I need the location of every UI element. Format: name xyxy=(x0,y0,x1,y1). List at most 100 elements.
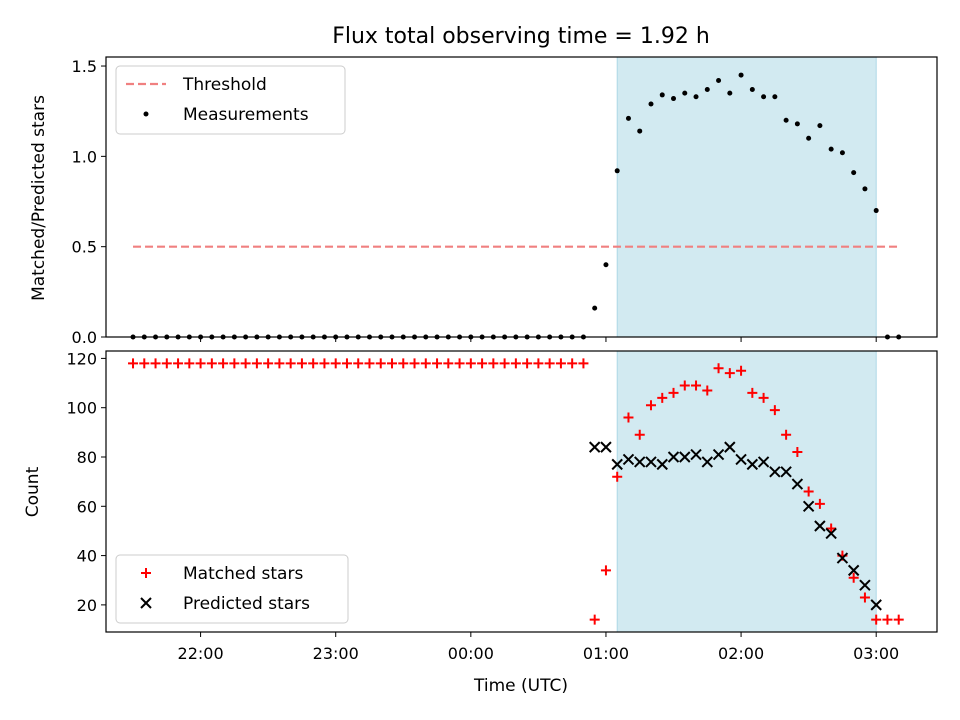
matched-star-point xyxy=(195,358,206,369)
data-point xyxy=(592,305,598,311)
matched-star-point xyxy=(668,387,679,398)
matched-star-point xyxy=(409,358,420,369)
matched-star-point xyxy=(330,358,341,369)
legend-box xyxy=(115,554,349,624)
legend-measurements-swatch xyxy=(143,111,149,117)
data-point xyxy=(794,121,800,127)
matched-star-point xyxy=(432,358,443,369)
matched-star-point xyxy=(736,365,747,376)
x-tick-label: 22:00 xyxy=(178,644,224,663)
matched-star-point xyxy=(758,392,769,403)
data-point xyxy=(817,123,823,129)
y-tick-label: 120 xyxy=(66,349,97,368)
matched-star-point xyxy=(555,358,566,369)
predicted-star-point xyxy=(679,451,691,463)
data-point xyxy=(862,186,868,192)
matched-star-point xyxy=(769,405,780,416)
predicted-star-point xyxy=(746,458,759,471)
legend: Matched stars Predicted stars xyxy=(115,554,349,624)
matched-star-point xyxy=(657,392,668,403)
predicted-star-point xyxy=(791,478,804,490)
predicted-star-point xyxy=(814,520,826,532)
matched-star-point xyxy=(263,358,274,369)
predicted-star-point xyxy=(600,441,612,453)
matched-star-point xyxy=(747,387,758,398)
legend-label: Matched stars xyxy=(183,564,303,584)
data-point xyxy=(659,92,665,98)
matched-star-point xyxy=(578,358,589,369)
matched-star-point xyxy=(398,358,409,369)
predicted-star-point xyxy=(870,599,882,611)
observing-interval-shade xyxy=(616,56,877,338)
matched-star-point xyxy=(161,358,172,369)
y-tick-label: 0.0 xyxy=(72,328,97,347)
matched-star-point xyxy=(893,614,904,625)
data-point xyxy=(873,208,879,214)
matched-star-point xyxy=(218,358,229,369)
matched-star-point xyxy=(240,358,251,369)
legend-label: Measurements xyxy=(183,105,309,125)
matched-star-point xyxy=(691,380,702,391)
matched-star-point xyxy=(353,358,364,369)
data-point xyxy=(614,168,620,174)
x-tick-label: 02:00 xyxy=(718,644,764,663)
matched-star-point xyxy=(251,358,262,369)
top-panel: 0.0 0.5 1.0 1.5 Threshold Measurements xyxy=(72,56,938,347)
x-axis-label: Time (UTC) xyxy=(473,676,568,696)
matched-star-point xyxy=(229,358,240,369)
legend-label: Threshold xyxy=(182,75,267,95)
y-tick-label: 60 xyxy=(77,497,97,516)
predicted-star-point xyxy=(712,448,725,461)
matched-star-point xyxy=(814,498,825,509)
matched-star-point xyxy=(522,358,533,369)
data-point xyxy=(716,77,722,83)
data-point xyxy=(749,87,755,93)
matched-star-point xyxy=(454,358,465,369)
matched-star-point xyxy=(612,471,623,482)
matched-star-point xyxy=(634,429,645,440)
matched-star-point xyxy=(150,358,161,369)
data-point xyxy=(806,135,812,141)
matched-star-point xyxy=(139,358,150,369)
matched-star-point xyxy=(589,614,600,625)
top-y-axis-label: Matched/Predicted stars xyxy=(29,95,49,301)
predicted-star-point xyxy=(757,456,770,468)
observing-interval-shade xyxy=(616,350,877,633)
matched-star-point xyxy=(285,358,296,369)
data-point xyxy=(682,90,688,96)
predicted-star-point xyxy=(634,456,646,468)
data-point xyxy=(828,146,834,152)
matched-star-point xyxy=(420,358,431,369)
legend-box xyxy=(115,65,346,135)
predicted-star-point xyxy=(645,456,657,468)
legend-predicted-swatch xyxy=(140,597,152,609)
matched-star-point xyxy=(882,614,893,625)
matched-star-point xyxy=(206,358,217,369)
matched-star-point xyxy=(499,358,510,369)
x-tick-label: 00:00 xyxy=(448,644,494,663)
predicted-star-point xyxy=(656,458,668,471)
predicted-star-point xyxy=(847,564,860,577)
predicted-star-point xyxy=(769,466,781,478)
data-point xyxy=(738,72,744,78)
data-point xyxy=(637,128,643,134)
axes-frame xyxy=(105,350,938,633)
y-tick-label: 1.0 xyxy=(72,147,97,166)
matched-star-point xyxy=(465,358,476,369)
predicted-star-point xyxy=(724,441,736,453)
data-point xyxy=(704,87,710,93)
matched-star-point xyxy=(567,358,578,369)
y-tick-label: 40 xyxy=(77,547,97,566)
matched-star-point xyxy=(544,358,555,369)
bottom-y-axis-label: Count xyxy=(23,466,43,517)
matched-star-point xyxy=(859,592,870,603)
predicted-star-point xyxy=(780,466,792,478)
legend-label: Predicted stars xyxy=(183,594,310,614)
x-tick-label: 01:00 xyxy=(583,644,629,663)
predicted-star-point xyxy=(622,453,635,466)
matched-star-point xyxy=(128,358,139,369)
data-point xyxy=(648,101,654,107)
matched-star-point xyxy=(375,358,386,369)
predicted-star-point xyxy=(588,441,601,453)
axes-frame xyxy=(105,56,938,338)
